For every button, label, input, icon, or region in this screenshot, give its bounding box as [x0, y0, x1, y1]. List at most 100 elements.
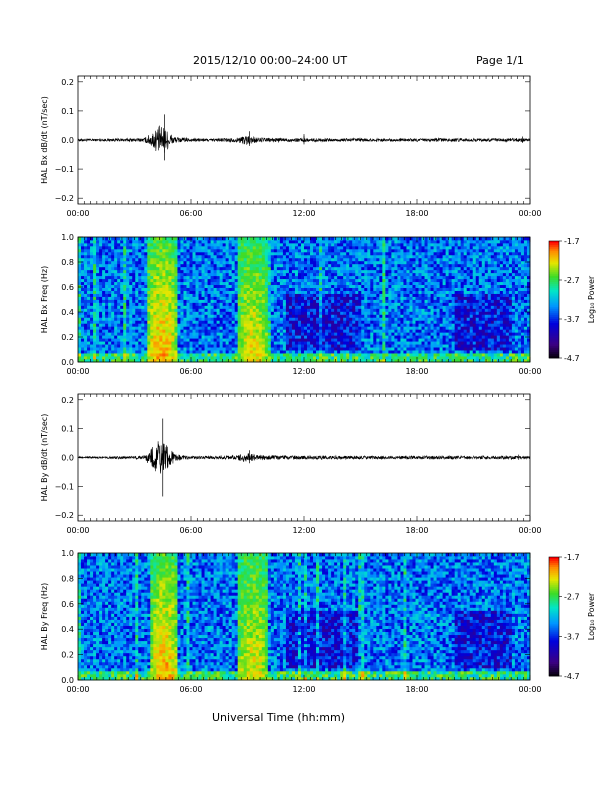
- heatmap-cell: [201, 266, 205, 271]
- heatmap-cell: [189, 308, 193, 312]
- heatmap-cell: [123, 260, 127, 265]
- heatmap-cell: [81, 308, 85, 312]
- heatmap-cell: [144, 338, 148, 342]
- heatmap-cell: [138, 278, 142, 283]
- heatmap-cell: [228, 281, 233, 286]
- heatmap-cell: [412, 293, 416, 297]
- heatmap-cell: [216, 260, 221, 265]
- heatmap-cell: [108, 299, 112, 303]
- heatmap-cell: [147, 356, 151, 360]
- heatmap-cell: [291, 272, 296, 277]
- heatmap-cell: [249, 293, 254, 297]
- heatmap-cell: [210, 356, 214, 360]
- heatmap-cell: [159, 254, 163, 259]
- heatmap-cell: [144, 332, 148, 336]
- heatmap-cell: [177, 344, 181, 348]
- heatmap-cell: [153, 329, 157, 333]
- heatmap-cell: [156, 248, 160, 253]
- heatmap-cell: [180, 245, 184, 250]
- heatmap-cell: [379, 329, 383, 333]
- heatmap-cell: [117, 260, 121, 265]
- heatmap-cell: [343, 242, 347, 247]
- heatmap-cell: [415, 308, 419, 312]
- heatmap-cell: [258, 344, 263, 348]
- heatmap-cell: [264, 308, 269, 312]
- heatmap-cell: [346, 251, 350, 256]
- heatmap-cell: [150, 284, 154, 288]
- heatmap-cell: [285, 257, 290, 262]
- heatmap-cell: [276, 341, 281, 345]
- heatmap-cell: [138, 275, 142, 280]
- heatmap-cell: [316, 287, 320, 291]
- heatmap-cell: [147, 251, 151, 256]
- heatmap-cell: [168, 266, 172, 271]
- heatmap-cell: [90, 311, 94, 315]
- heatmap-cell: [114, 251, 118, 256]
- heatmap-cell: [316, 251, 320, 256]
- heatmap-cell: [421, 347, 425, 351]
- heatmap-cell: [255, 311, 260, 315]
- heatmap-cell: [322, 251, 326, 256]
- heatmap-cell: [355, 323, 359, 327]
- heatmap-cell: [307, 260, 311, 265]
- heatmap-cell: [228, 329, 233, 333]
- heatmap-cell: [258, 239, 263, 244]
- heatmap-cell: [84, 353, 88, 357]
- heatmap-cell: [373, 260, 377, 265]
- heatmap-cell: [415, 284, 419, 288]
- heatmap-cell: [156, 356, 160, 360]
- heatmap-cell: [102, 302, 106, 306]
- heatmap-cell: [300, 272, 305, 277]
- heatmap-cell: [102, 254, 106, 259]
- heatmap-cell: [177, 237, 181, 241]
- heatmap-cell: [195, 320, 199, 324]
- heatmap-cell: [421, 287, 425, 291]
- heatmap-cell: [367, 293, 371, 297]
- heatmap-cell: [123, 287, 127, 291]
- heatmap-cell: [162, 356, 166, 360]
- heatmap-cell: [258, 296, 263, 300]
- heatmap-cell: [273, 317, 278, 321]
- heatmap-cell: [264, 341, 269, 345]
- heatmap-cell: [255, 320, 260, 324]
- heatmap-cell: [138, 311, 142, 315]
- heatmap-cell: [123, 320, 127, 324]
- heatmap-cell: [84, 263, 88, 268]
- heatmap-cell: [96, 281, 100, 286]
- heatmap-cell: [261, 299, 266, 303]
- heatmap-cell: [270, 260, 275, 265]
- heatmap-cell: [135, 281, 139, 286]
- heatmap-cell: [334, 266, 338, 271]
- heatmap-cell: [258, 242, 263, 247]
- heatmap-cell: [150, 281, 154, 286]
- heatmap-cell: [415, 302, 419, 306]
- heatmap-cell: [129, 293, 133, 297]
- heatmap-cell: [237, 263, 242, 268]
- heatmap-cell: [207, 347, 211, 351]
- heatmap-cell: [409, 254, 413, 259]
- heatmap-cell: [105, 260, 109, 265]
- heatmap-cell: [147, 326, 151, 330]
- heatmap-cell: [297, 254, 302, 259]
- heatmap-cell: [349, 287, 353, 291]
- heatmap-cell: [310, 251, 314, 256]
- heatmap-cell: [409, 314, 413, 318]
- heatmap-cell: [267, 323, 272, 327]
- heatmap-cell: [192, 308, 196, 312]
- heatmap-cell: [304, 332, 308, 336]
- heatmap-cell: [294, 350, 299, 354]
- heatmap-cell: [216, 353, 221, 357]
- heatmap-cell: [328, 320, 332, 324]
- heatmap-cell: [313, 314, 317, 318]
- heatmap-cell: [216, 263, 221, 268]
- heatmap-cell: [81, 344, 85, 348]
- heatmap-cell: [132, 239, 136, 244]
- heatmap-cell: [273, 296, 278, 300]
- heatmap-cell: [99, 287, 103, 291]
- heatmap-cell: [316, 248, 320, 253]
- heatmap-cell: [228, 311, 233, 315]
- heatmap-cell: [373, 269, 377, 274]
- heatmap-cell: [225, 338, 230, 342]
- heatmap-cell: [406, 356, 410, 360]
- heatmap-cell: [105, 251, 109, 256]
